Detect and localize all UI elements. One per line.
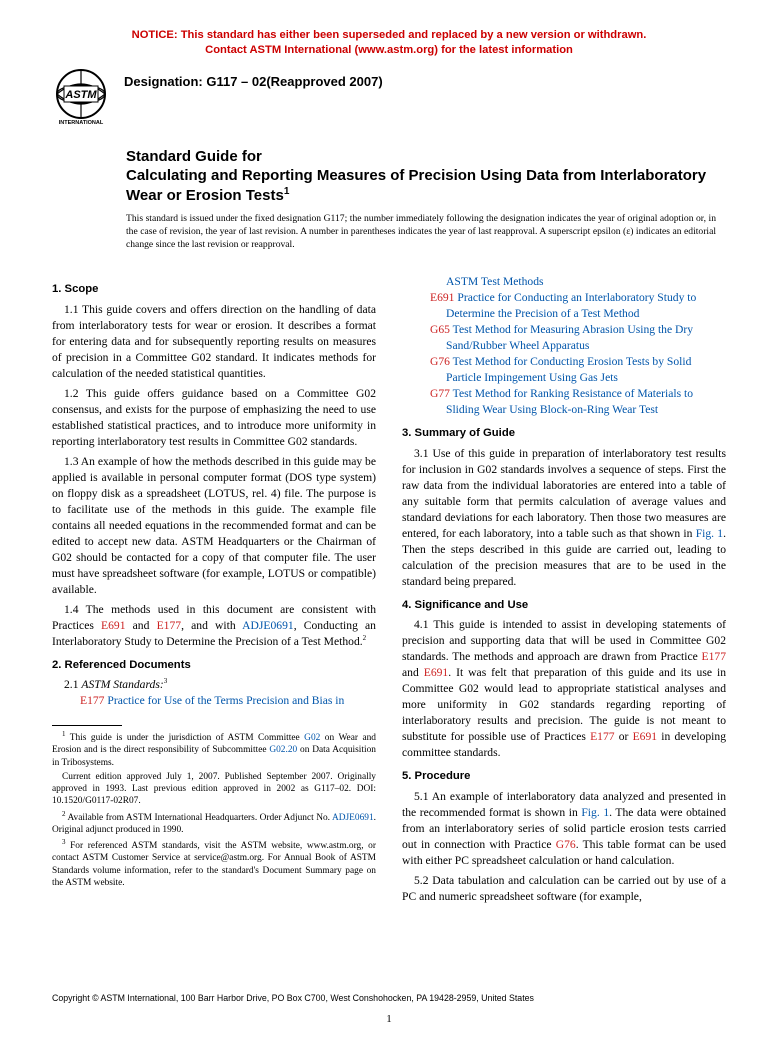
scope-1-1: 1.1 This guide covers and offers directi… [52, 302, 376, 382]
procedure-heading: 5. Procedure [402, 769, 726, 785]
notice-line2: Contact ASTM International (www.astm.org… [205, 44, 573, 56]
svg-text:INTERNATIONAL: INTERNATIONAL [59, 120, 104, 126]
summary-heading: 3. Summary of Guide [402, 426, 726, 442]
scope-1-4: 1.4 The methods used in this document ar… [52, 602, 376, 650]
ref-g65-entry[interactable]: G65 Test Method for Measuring Abrasion U… [418, 322, 726, 354]
ref-e177-entry[interactable]: E177 Practice for Use of the Terms Preci… [68, 693, 376, 709]
astm-logo: ASTM INTERNATIONAL [52, 68, 110, 126]
footnote-1b: Current edition approved July 1, 2007. P… [52, 771, 376, 808]
scope-1-3: 1.3 An example of how the methods descri… [52, 454, 376, 598]
right-column: ASTM Test Methods E691 Practice for Cond… [402, 274, 726, 908]
significance-heading: 4. Significance and Use [402, 598, 726, 614]
left-column: 1. Scope 1.1 This guide covers and offer… [52, 274, 376, 908]
designation-text: Designation: G117 – 02(Reapproved 2007) [124, 74, 383, 89]
svg-text:ASTM: ASTM [64, 89, 97, 101]
link-e177-b[interactable]: E177 [702, 650, 726, 663]
footnote-rule [52, 725, 122, 726]
link-e177-c[interactable]: E177 [590, 730, 614, 743]
ref-2-1: 2.1 ASTM Standards:3 [52, 677, 376, 693]
page: NOTICE: This standard has either been su… [0, 0, 778, 1041]
notice-banner: NOTICE: This standard has either been su… [52, 28, 726, 58]
footnote-3: 3 For referenced ASTM standards, visit t… [52, 838, 376, 889]
notice-line1: NOTICE: This standard has either been su… [132, 29, 647, 41]
ref-g77-entry[interactable]: G77 Test Method for Ranking Resistance o… [418, 386, 726, 418]
procedure-5-1: 5.1 An example of interlaboratory data a… [402, 789, 726, 869]
link-g02-20[interactable]: G02.20 [269, 745, 297, 755]
title-block: Standard Guide for Calculating and Repor… [126, 148, 726, 205]
significance-4-1: 4.1 This guide is intended to assist in … [402, 617, 726, 761]
title-lead: Standard Guide for [126, 148, 726, 167]
header-row: ASTM INTERNATIONAL Designation: G117 – 0… [52, 68, 726, 126]
issuance-note: This standard is issued under the fixed … [126, 213, 716, 252]
link-adje0691-fn[interactable]: ADJE0691 [332, 813, 374, 823]
link-e691-c[interactable]: E691 [633, 730, 657, 743]
refdocs-heading: 2. Referenced Documents [52, 658, 376, 674]
footnote-2: 2 Available from ASTM International Head… [52, 810, 376, 837]
ref-astm-tm: ASTM Test Methods [418, 274, 726, 290]
ref-g76-entry[interactable]: G76 Test Method for Conducting Erosion T… [418, 354, 726, 386]
scope-heading: 1. Scope [52, 282, 376, 298]
body-columns: 1. Scope 1.1 This guide covers and offer… [52, 274, 726, 908]
title-main: Calculating and Reporting Measures of Pr… [126, 167, 726, 206]
ref-e691-entry[interactable]: E691 Practice for Conducting an Interlab… [418, 290, 726, 322]
link-e177[interactable]: E177 [157, 619, 181, 632]
link-fig1-b[interactable]: Fig. 1 [581, 806, 609, 819]
procedure-5-2: 5.2 Data tabulation and calculation can … [402, 873, 726, 905]
link-g02[interactable]: G02 [304, 733, 320, 743]
summary-3-1: 3.1 Use of this guide in preparation of … [402, 446, 726, 590]
copyright-line: Copyright © ASTM International, 100 Barr… [52, 993, 534, 1003]
link-g76-b[interactable]: G76 [556, 838, 576, 851]
link-e691[interactable]: E691 [101, 619, 125, 632]
scope-1-2: 1.2 This guide offers guidance based on … [52, 386, 376, 450]
link-adje0691[interactable]: ADJE0691 [242, 619, 294, 632]
footnote-1: 1 This guide is under the jurisdiction o… [52, 730, 376, 769]
link-e691-b[interactable]: E691 [424, 666, 448, 679]
page-number: 1 [0, 1013, 778, 1025]
link-fig1[interactable]: Fig. 1 [696, 527, 723, 540]
